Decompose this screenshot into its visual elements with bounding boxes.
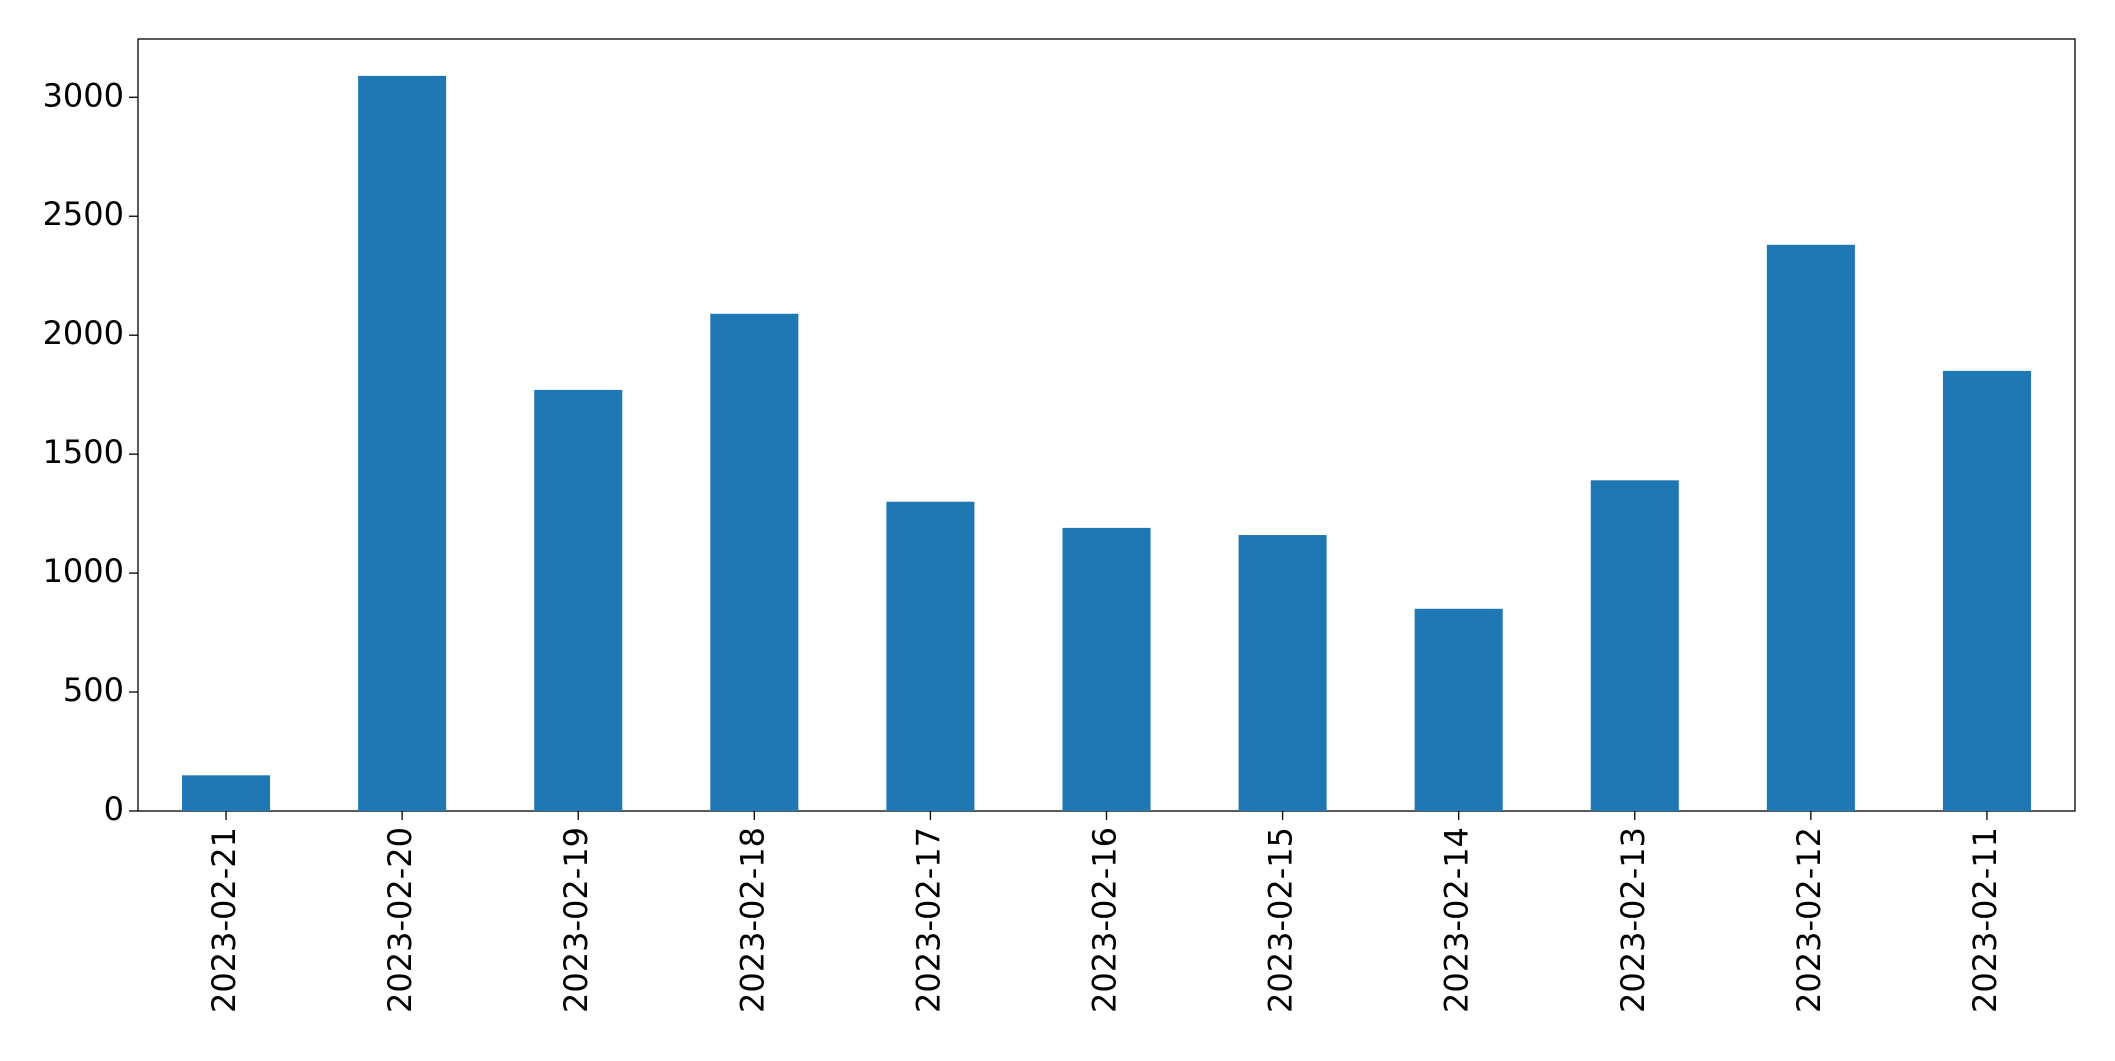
bar bbox=[1414, 608, 1503, 811]
y-tick-label: 1500 bbox=[43, 433, 124, 471]
bar bbox=[710, 313, 799, 811]
x-tick-label: 2023-02-17 bbox=[909, 827, 947, 1013]
x-tick-label: 2023-02-21 bbox=[205, 827, 243, 1013]
bar bbox=[1942, 370, 2031, 811]
x-tick-label: 2023-02-14 bbox=[1438, 827, 1476, 1013]
x-tick-label: 2023-02-15 bbox=[1262, 827, 1300, 1013]
x-tick-label: 2023-02-19 bbox=[557, 827, 595, 1013]
bar bbox=[1238, 535, 1327, 811]
bar bbox=[182, 775, 271, 811]
x-tick-label: 2023-02-18 bbox=[733, 827, 771, 1013]
x-tick-label: 2023-02-16 bbox=[1086, 827, 1124, 1013]
x-tick-label: 2023-02-12 bbox=[1790, 827, 1828, 1013]
bar bbox=[358, 75, 447, 812]
bar bbox=[1062, 527, 1151, 811]
y-tick-label: 500 bbox=[63, 671, 124, 709]
y-tick-label: 1000 bbox=[43, 552, 124, 590]
y-tick-label: 3000 bbox=[43, 76, 124, 114]
x-tick-label: 2023-02-13 bbox=[1614, 827, 1652, 1013]
x-tick-label: 2023-02-11 bbox=[1966, 827, 2004, 1013]
bar bbox=[1766, 244, 1855, 812]
y-tick-label: 2000 bbox=[43, 314, 124, 352]
bar bbox=[886, 501, 975, 811]
x-tick-label: 2023-02-20 bbox=[381, 827, 419, 1013]
bar bbox=[534, 389, 623, 811]
bar bbox=[1590, 480, 1679, 811]
y-tick-label: 0 bbox=[104, 790, 124, 828]
y-tick-label: 2500 bbox=[43, 195, 124, 233]
